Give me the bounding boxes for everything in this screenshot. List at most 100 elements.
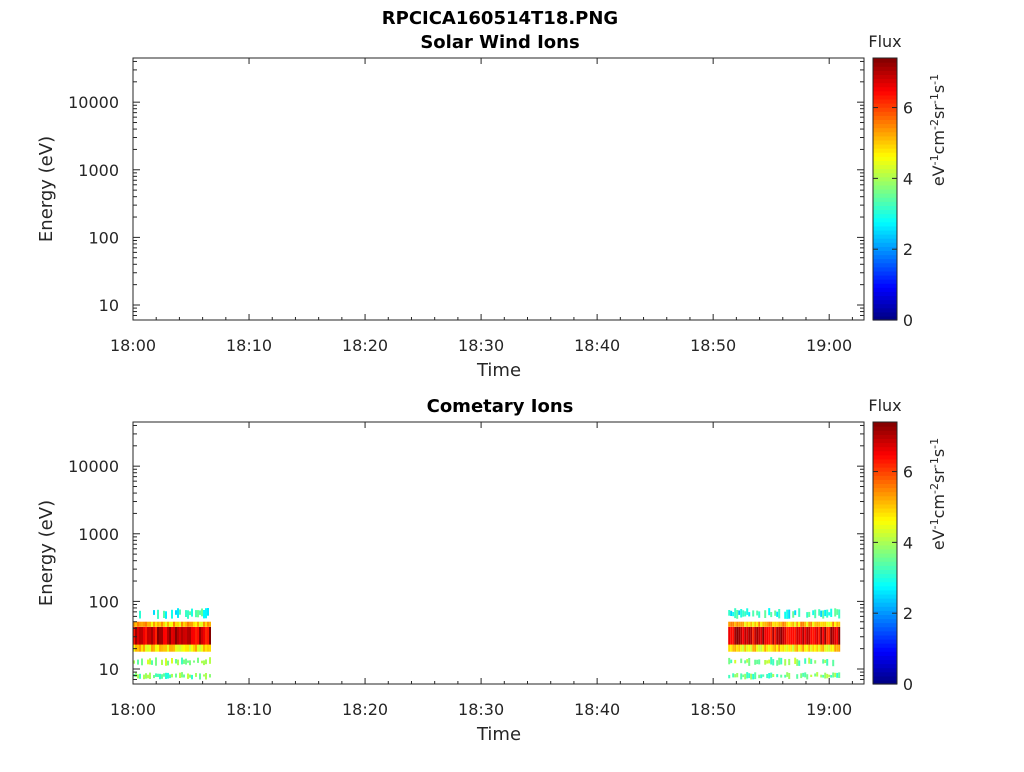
colorbar-step — [873, 626, 897, 632]
heatmap-cell — [770, 644, 773, 652]
colorbar-step — [873, 446, 897, 452]
heatmap-cell — [752, 621, 755, 627]
heatmap-cell — [770, 672, 773, 678]
heatmap-cell — [824, 672, 827, 679]
heatmap-cell — [740, 644, 743, 652]
heatmap-cell — [742, 674, 745, 678]
heatmap-cell — [768, 621, 771, 627]
colorbar-step — [873, 487, 897, 493]
heatmap-cell — [766, 626, 769, 645]
heatmap-cell — [149, 621, 151, 627]
heatmap-cell — [774, 626, 777, 645]
heatmap-cell — [191, 608, 193, 617]
x-tick-label: 18:50 — [690, 700, 736, 719]
heatmap-cell — [157, 626, 159, 645]
heatmap-cell — [780, 674, 783, 678]
heatmap-cell — [203, 626, 205, 645]
heatmap-cell — [742, 610, 745, 617]
heatmap-cell — [750, 673, 753, 680]
heatmap-cell — [838, 644, 841, 652]
heatmap-cell — [179, 626, 181, 645]
heatmap-cell — [806, 644, 809, 652]
heatmap-cell — [756, 659, 759, 665]
colorbar-step — [873, 213, 897, 219]
heatmap-cell — [820, 644, 823, 652]
heatmap-cell — [816, 626, 819, 645]
colorbar-step — [873, 283, 897, 288]
heatmap-cell — [157, 609, 159, 619]
heatmap-cell — [728, 657, 731, 665]
colorbar-step — [873, 630, 897, 636]
heatmap-cell — [145, 621, 147, 627]
heatmap-cell — [814, 626, 817, 645]
heatmap-cell — [205, 608, 207, 619]
heatmap-cell — [766, 644, 769, 652]
y-axis-label: Energy (eV) — [36, 136, 57, 242]
colorbar-step — [873, 540, 897, 546]
heatmap-cell — [201, 660, 203, 664]
heatmap-cell — [746, 621, 749, 627]
heatmap-cell — [778, 626, 781, 645]
heatmap-cell — [734, 644, 737, 652]
heatmap-cell — [187, 610, 189, 619]
heatmap-cell — [796, 644, 799, 652]
heatmap-cell — [816, 672, 819, 677]
colorbar-tick-label: 6 — [903, 99, 913, 118]
heatmap-cell — [730, 644, 733, 652]
heatmap-cell — [802, 626, 805, 645]
colorbar-step — [873, 189, 897, 194]
heatmap-cell — [832, 672, 835, 678]
colorbar-step — [873, 634, 897, 640]
heatmap-cell — [762, 621, 765, 627]
colorbar-step — [873, 602, 897, 607]
heatmap-cell — [167, 644, 169, 652]
colorbar-step — [873, 675, 897, 681]
heatmap-cell — [804, 658, 807, 664]
colorbar-step — [873, 565, 897, 570]
heatmap-cell — [135, 621, 137, 627]
heatmap-cell — [788, 626, 791, 645]
colorbar-step — [873, 238, 897, 243]
colorbar-step — [873, 479, 897, 484]
heatmap-cell — [794, 644, 797, 652]
heatmap-cell — [744, 626, 747, 645]
heatmap-cell — [734, 608, 737, 619]
y-tick-label: 100 — [88, 592, 119, 611]
heatmap-cell — [744, 621, 747, 627]
x-tick-label: 18:10 — [226, 336, 272, 355]
heatmap-cell — [764, 626, 767, 645]
heatmap-cell — [776, 644, 779, 652]
heatmap-cell — [828, 674, 831, 678]
heatmap-cell — [137, 621, 139, 627]
heatmap-cell — [810, 658, 813, 664]
colorbar-step — [873, 266, 897, 272]
colorbar-step — [873, 663, 897, 669]
heatmap-cell — [153, 626, 155, 645]
heatmap-cell — [824, 626, 827, 645]
heatmap-cell — [159, 626, 161, 645]
heatmap-cell — [754, 644, 757, 652]
heatmap-cell — [201, 644, 203, 652]
heatmap-cell — [169, 644, 171, 652]
heatmap-cell — [836, 644, 839, 652]
colorbar: 0 2 4 6 Flux eV-1cm-2sr-1s-1 — [868, 32, 948, 330]
heatmap-cell — [179, 621, 181, 627]
heatmap-cell — [157, 673, 159, 677]
heatmap-cell — [806, 621, 809, 627]
heatmap-cell — [760, 674, 763, 679]
heatmap-cell — [155, 621, 157, 627]
heatmap-cell — [826, 659, 829, 666]
colorbar-step — [873, 74, 897, 80]
heatmap-cell — [740, 609, 743, 618]
heatmap-cell — [808, 626, 811, 645]
heatmap-cell — [776, 626, 779, 645]
colorbar-step — [873, 131, 897, 137]
heatmap-cell — [141, 644, 143, 652]
colorbar-step — [873, 115, 897, 120]
x-tick-label: 18:40 — [574, 700, 620, 719]
heatmap-cell — [766, 674, 769, 679]
colorbar-step — [873, 119, 897, 125]
heatmap-cell — [187, 626, 189, 645]
colorbar-step — [873, 127, 897, 133]
heatmap-cell — [732, 612, 735, 617]
